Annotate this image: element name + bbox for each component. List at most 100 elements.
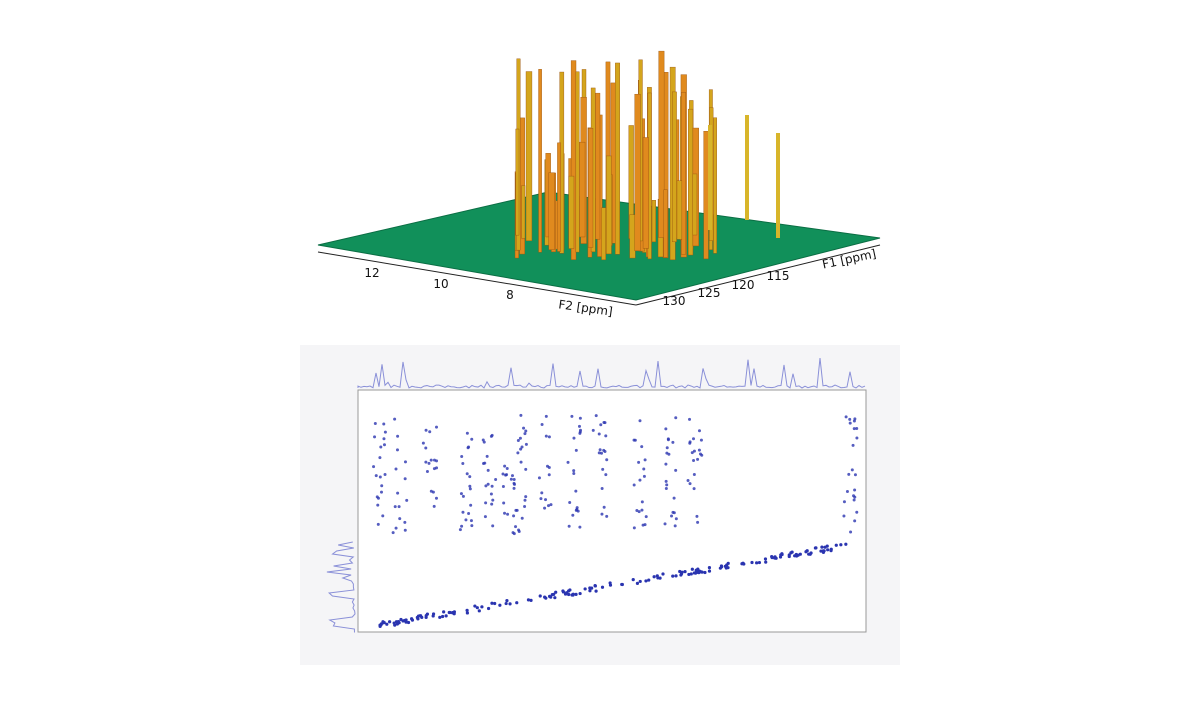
peak-dot: [520, 516, 524, 520]
peak-dot: [642, 467, 646, 471]
peak-dot: [635, 509, 639, 513]
peak: [713, 117, 717, 254]
peak-dot: [549, 503, 553, 507]
peak-dot: [512, 478, 516, 482]
peak-dot: [373, 435, 377, 439]
peak-dot: [544, 414, 548, 418]
peak-dot: [688, 440, 692, 444]
peak-dot: [465, 472, 469, 476]
peak-dot: [789, 551, 793, 555]
peak: [672, 91, 677, 242]
peak-dot: [461, 494, 465, 498]
peak-dot: [544, 498, 548, 502]
peaks: [514, 50, 780, 261]
peak-dot: [424, 615, 428, 619]
peak-dot: [601, 467, 605, 471]
peak-dot: [578, 416, 582, 420]
peak-dot: [491, 498, 495, 502]
peak-dot: [640, 508, 644, 512]
peak-dot: [570, 414, 574, 418]
peak: [692, 173, 698, 236]
peak-dot: [523, 432, 527, 436]
peak-dot: [504, 601, 508, 606]
peak-dot: [845, 490, 849, 494]
peak-dot: [398, 517, 402, 521]
peak-dot: [719, 565, 724, 569]
peak: [538, 69, 542, 253]
f1-axis: [635, 244, 881, 306]
peak-dot: [844, 415, 848, 419]
peak-dot: [644, 515, 648, 519]
peak-dot: [640, 500, 644, 504]
f2-label: F2 [ppm]: [558, 297, 614, 318]
peak-dot: [503, 464, 507, 468]
peak-dot: [506, 512, 510, 516]
peak-dot: [461, 510, 465, 514]
peak-dot: [674, 517, 678, 521]
peak-dot: [696, 457, 700, 461]
peak-dot: [469, 503, 473, 507]
peak: [681, 92, 686, 255]
peak-dot: [578, 525, 582, 529]
peak-dot: [683, 570, 687, 574]
peak-dot: [482, 461, 486, 465]
peak-dot: [491, 524, 495, 528]
peak-dot: [514, 508, 518, 512]
peak-dot: [524, 442, 528, 446]
peak-dot: [416, 617, 420, 621]
peak-dot: [852, 419, 856, 423]
peak-dot: [642, 474, 646, 478]
peak-dot: [688, 417, 692, 421]
peak-dot: [674, 574, 678, 578]
peak-dot: [382, 437, 386, 441]
peak: [595, 92, 601, 240]
peak-dot: [464, 518, 468, 522]
peak-dot: [376, 522, 380, 526]
peak-dot: [664, 487, 668, 491]
peak-dot: [482, 440, 486, 444]
peak-dot: [796, 553, 800, 557]
peak-dot: [483, 515, 487, 519]
peak-dot: [852, 498, 856, 502]
peak-dot: [853, 473, 857, 477]
peak-dot: [726, 566, 730, 570]
peak-dot: [380, 484, 384, 488]
peak-dot: [480, 605, 484, 609]
peak-dot: [393, 417, 397, 421]
peak-dot: [763, 557, 768, 561]
peak-dot: [770, 554, 774, 559]
peak-dot: [465, 608, 469, 612]
peak-dot: [540, 491, 544, 495]
peak-dot: [750, 560, 754, 565]
peak-dot: [511, 531, 515, 535]
peak-dot: [566, 589, 571, 593]
peak-dot: [813, 546, 818, 550]
peak-dot: [847, 472, 851, 476]
peak-dot: [853, 519, 857, 523]
peak-dot: [574, 592, 578, 597]
peak-dot: [486, 482, 490, 486]
peak-dot: [512, 514, 516, 518]
peak-dot: [396, 434, 400, 438]
contour-peaks: [372, 413, 859, 628]
peak-dot: [484, 484, 488, 488]
peak-dot: [567, 592, 571, 597]
peak-dot: [572, 436, 576, 440]
peak-dot: [520, 445, 524, 449]
peak-dot: [572, 471, 576, 475]
peak-dot: [572, 469, 576, 473]
peak-dot: [567, 524, 571, 528]
peak-dot: [741, 561, 745, 565]
peak-dot: [424, 460, 428, 464]
peak: [676, 180, 683, 240]
peak-dot: [635, 581, 640, 585]
peak-dot: [547, 435, 551, 439]
peak-dot: [594, 414, 598, 418]
peak-dot: [686, 478, 690, 482]
peak-dot: [470, 524, 474, 528]
peak-dot: [561, 590, 566, 594]
peak-dot: [524, 467, 528, 471]
peak: [663, 189, 668, 258]
peak-dot: [605, 458, 609, 462]
peak-dot: [501, 485, 505, 489]
